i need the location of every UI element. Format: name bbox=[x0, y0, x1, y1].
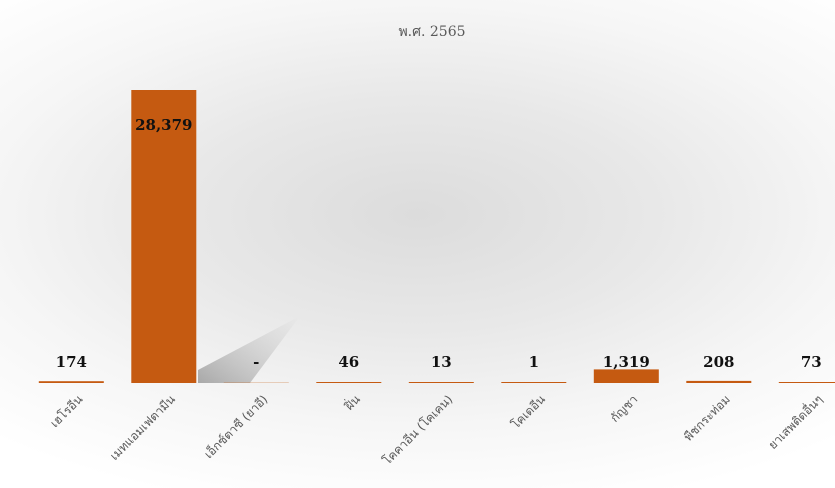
tick-label-7: พืชกระท่อม bbox=[681, 392, 733, 444]
bar-1 bbox=[131, 90, 197, 383]
tall-bar-shadow bbox=[198, 316, 300, 383]
data-label-0: 174 bbox=[56, 353, 87, 371]
bar-4 bbox=[408, 382, 474, 383]
bars bbox=[38, 90, 835, 383]
tick-label-4: โคคาอีน (โคเคน) bbox=[380, 392, 455, 467]
data-label-3: 46 bbox=[338, 353, 359, 371]
bar-5 bbox=[501, 382, 567, 383]
data-labels: 174 28,379 - 46 13 1 1,319 208 73 bbox=[56, 116, 822, 371]
tick-label-2: เอ็กซ์ตาซี (ยาอี) bbox=[201, 392, 271, 462]
tick-label-6: กัญชา bbox=[608, 392, 641, 425]
tick-label-5: โคเดอีน bbox=[508, 392, 547, 431]
bar-6 bbox=[593, 369, 659, 383]
data-label-6: 1,319 bbox=[603, 353, 650, 371]
tick-label-1: เมทแอมเฟตามีน bbox=[107, 392, 178, 463]
tick-label-8: ยาเสพติดอื่นๆ bbox=[764, 391, 825, 452]
bar-7 bbox=[686, 380, 752, 383]
tick-label-0: เฮโรอีน bbox=[47, 392, 85, 430]
data-label-7: 208 bbox=[703, 353, 734, 371]
tick-label-3: ฝิ่น bbox=[340, 391, 363, 414]
bar-3 bbox=[316, 382, 382, 383]
category-tick-labels: เฮโรอีน เมทแอมเฟตามีน เอ็กซ์ตาซี (ยาอี) ฝิ่… bbox=[47, 391, 825, 468]
bar-2 bbox=[223, 382, 289, 383]
data-label-5: 1 bbox=[529, 353, 539, 371]
data-label-1: 28,379 bbox=[135, 116, 192, 134]
data-label-4: 13 bbox=[431, 353, 452, 371]
data-label-2: - bbox=[253, 353, 259, 371]
bar-8 bbox=[778, 382, 835, 383]
chart-subtitle: พ.ศ. 2565 bbox=[398, 24, 465, 40]
bar-0 bbox=[38, 381, 104, 383]
data-label-8: 73 bbox=[801, 353, 822, 371]
